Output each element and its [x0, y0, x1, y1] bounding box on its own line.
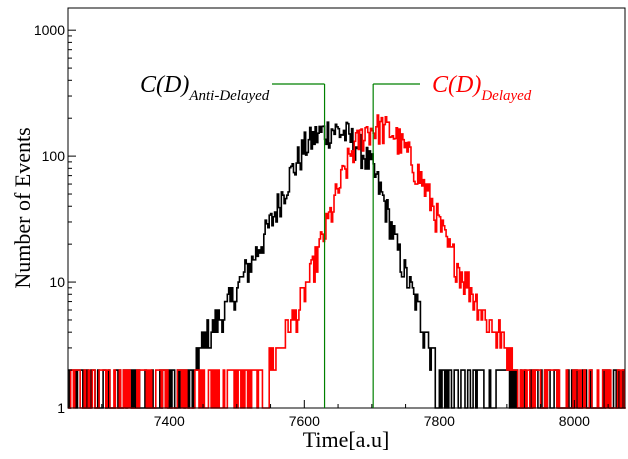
x-tick-label: 7400: [154, 413, 185, 429]
series-layer: [68, 114, 626, 409]
y-tick-label: 100: [42, 148, 66, 164]
delayed-label: C(D)Delayed: [432, 72, 532, 104]
plot-frame: [67, 7, 626, 409]
x-axis-title: Time[a.u]: [303, 427, 390, 452]
y-tick-label: 10: [49, 274, 65, 290]
y-tick-label: 1000: [34, 22, 65, 38]
series-1-histogram: [68, 114, 626, 409]
y-tick-label: 1: [57, 400, 65, 416]
x-tick-label: 7600: [289, 413, 320, 429]
anti-delayed-label: C(D)Anti-Delayed: [140, 72, 270, 104]
x-tick-label: 7800: [424, 413, 455, 429]
ticks-layer: 7400 7600 7800 8000 1 10 100 1000: [34, 22, 609, 429]
y-axis-title: Number of Events: [10, 127, 35, 288]
x-tick-label: 8000: [559, 413, 590, 429]
annotation-layer: C(D)Anti-Delayed C(D)Delayed: [140, 72, 532, 408]
